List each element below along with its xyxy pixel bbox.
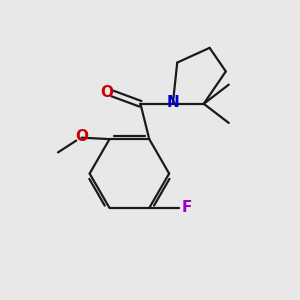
Text: O: O [101, 85, 114, 100]
Text: O: O [75, 129, 88, 144]
Text: N: N [167, 95, 179, 110]
Text: F: F [182, 200, 192, 215]
